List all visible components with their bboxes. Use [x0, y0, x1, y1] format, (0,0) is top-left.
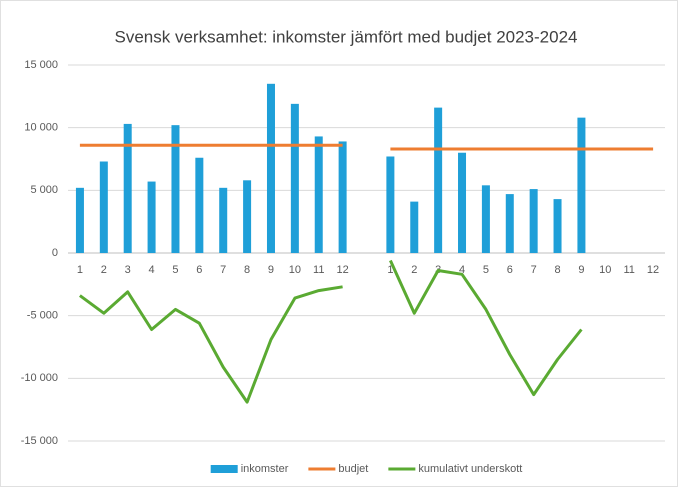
y-tick-label: 5 000 [30, 184, 58, 196]
x-tick-label: 7 [531, 264, 537, 276]
legend-item: inkomster [210, 463, 289, 475]
bar [577, 117, 586, 253]
x-tick-label: 9 [268, 264, 274, 276]
x-tick-label: 12 [336, 264, 348, 276]
legend-label: kumulativt underskott [418, 463, 522, 475]
bar [481, 185, 490, 253]
y-tick-label: -5 000 [27, 310, 58, 322]
x-tick-label: 2 [101, 264, 107, 276]
y-tick-label: 0 [52, 247, 58, 259]
bar [314, 136, 323, 253]
legend-item: budjet [308, 463, 368, 475]
bar [75, 187, 84, 253]
bar [553, 199, 562, 253]
x-tick-label: 1 [387, 264, 393, 276]
x-tick-label: 8 [554, 264, 560, 276]
bar [410, 201, 419, 253]
x-tick-label: 11 [623, 264, 634, 276]
x-tick-label: 10 [289, 264, 301, 276]
x-tick-label: 6 [507, 264, 513, 276]
bar [147, 181, 156, 253]
line [79, 259, 583, 404]
legend-swatch [210, 465, 238, 473]
x-tick-label: 7 [220, 264, 226, 276]
x-tick-label: 2 [411, 264, 417, 276]
x-tick-label: 8 [244, 264, 250, 276]
x-tick-label: 4 [459, 264, 465, 276]
bar [266, 83, 275, 253]
y-tick-label: 15 000 [24, 59, 58, 71]
bar [99, 161, 108, 253]
x-tick-label: 6 [196, 264, 202, 276]
y-tick-label: 10 000 [24, 122, 58, 134]
bar [123, 123, 132, 253]
chart-title: Svensk verksamhet: inkomster jämfört med… [114, 27, 577, 46]
bar [529, 189, 538, 253]
x-tick-label: 12 [647, 264, 659, 276]
bar [505, 194, 514, 253]
x-tick-label: 9 [578, 264, 584, 276]
y-tick-label: -10 000 [21, 372, 58, 384]
bar [243, 180, 252, 253]
bar [171, 125, 180, 253]
bar [290, 103, 299, 253]
x-tick-label: 4 [149, 264, 155, 276]
x-tick-label: 3 [125, 264, 131, 276]
bar [338, 141, 347, 253]
x-tick-label: 10 [599, 264, 611, 276]
legend-label: inkomster [241, 463, 289, 475]
bar [219, 187, 228, 253]
x-tick-label: 5 [172, 264, 178, 276]
bar [458, 152, 467, 253]
legend-item: kumulativt underskott [388, 463, 522, 475]
x-tick-label: 11 [313, 264, 324, 276]
bar [434, 107, 443, 253]
line [79, 143, 654, 151]
x-tick-label: 1 [77, 264, 83, 276]
bar [386, 156, 395, 253]
bar [195, 157, 204, 253]
x-tick-label: 5 [483, 264, 489, 276]
y-tick-label: -15 000 [21, 435, 58, 447]
legend-label: budjet [338, 463, 368, 475]
